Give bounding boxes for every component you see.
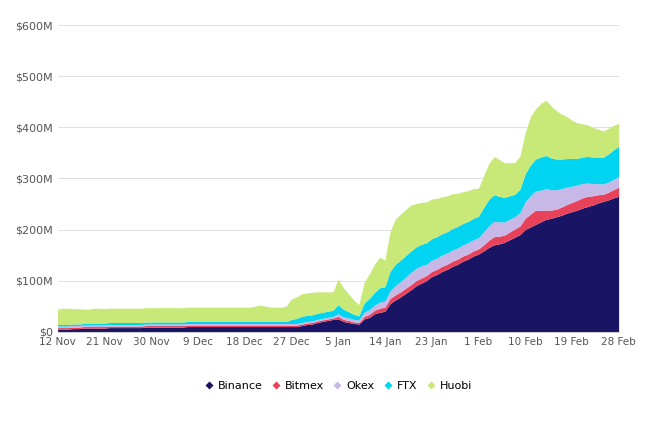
Legend: Binance, Bitmex, Okex, FTX, Huobi: Binance, Bitmex, Okex, FTX, Huobi	[200, 377, 477, 396]
